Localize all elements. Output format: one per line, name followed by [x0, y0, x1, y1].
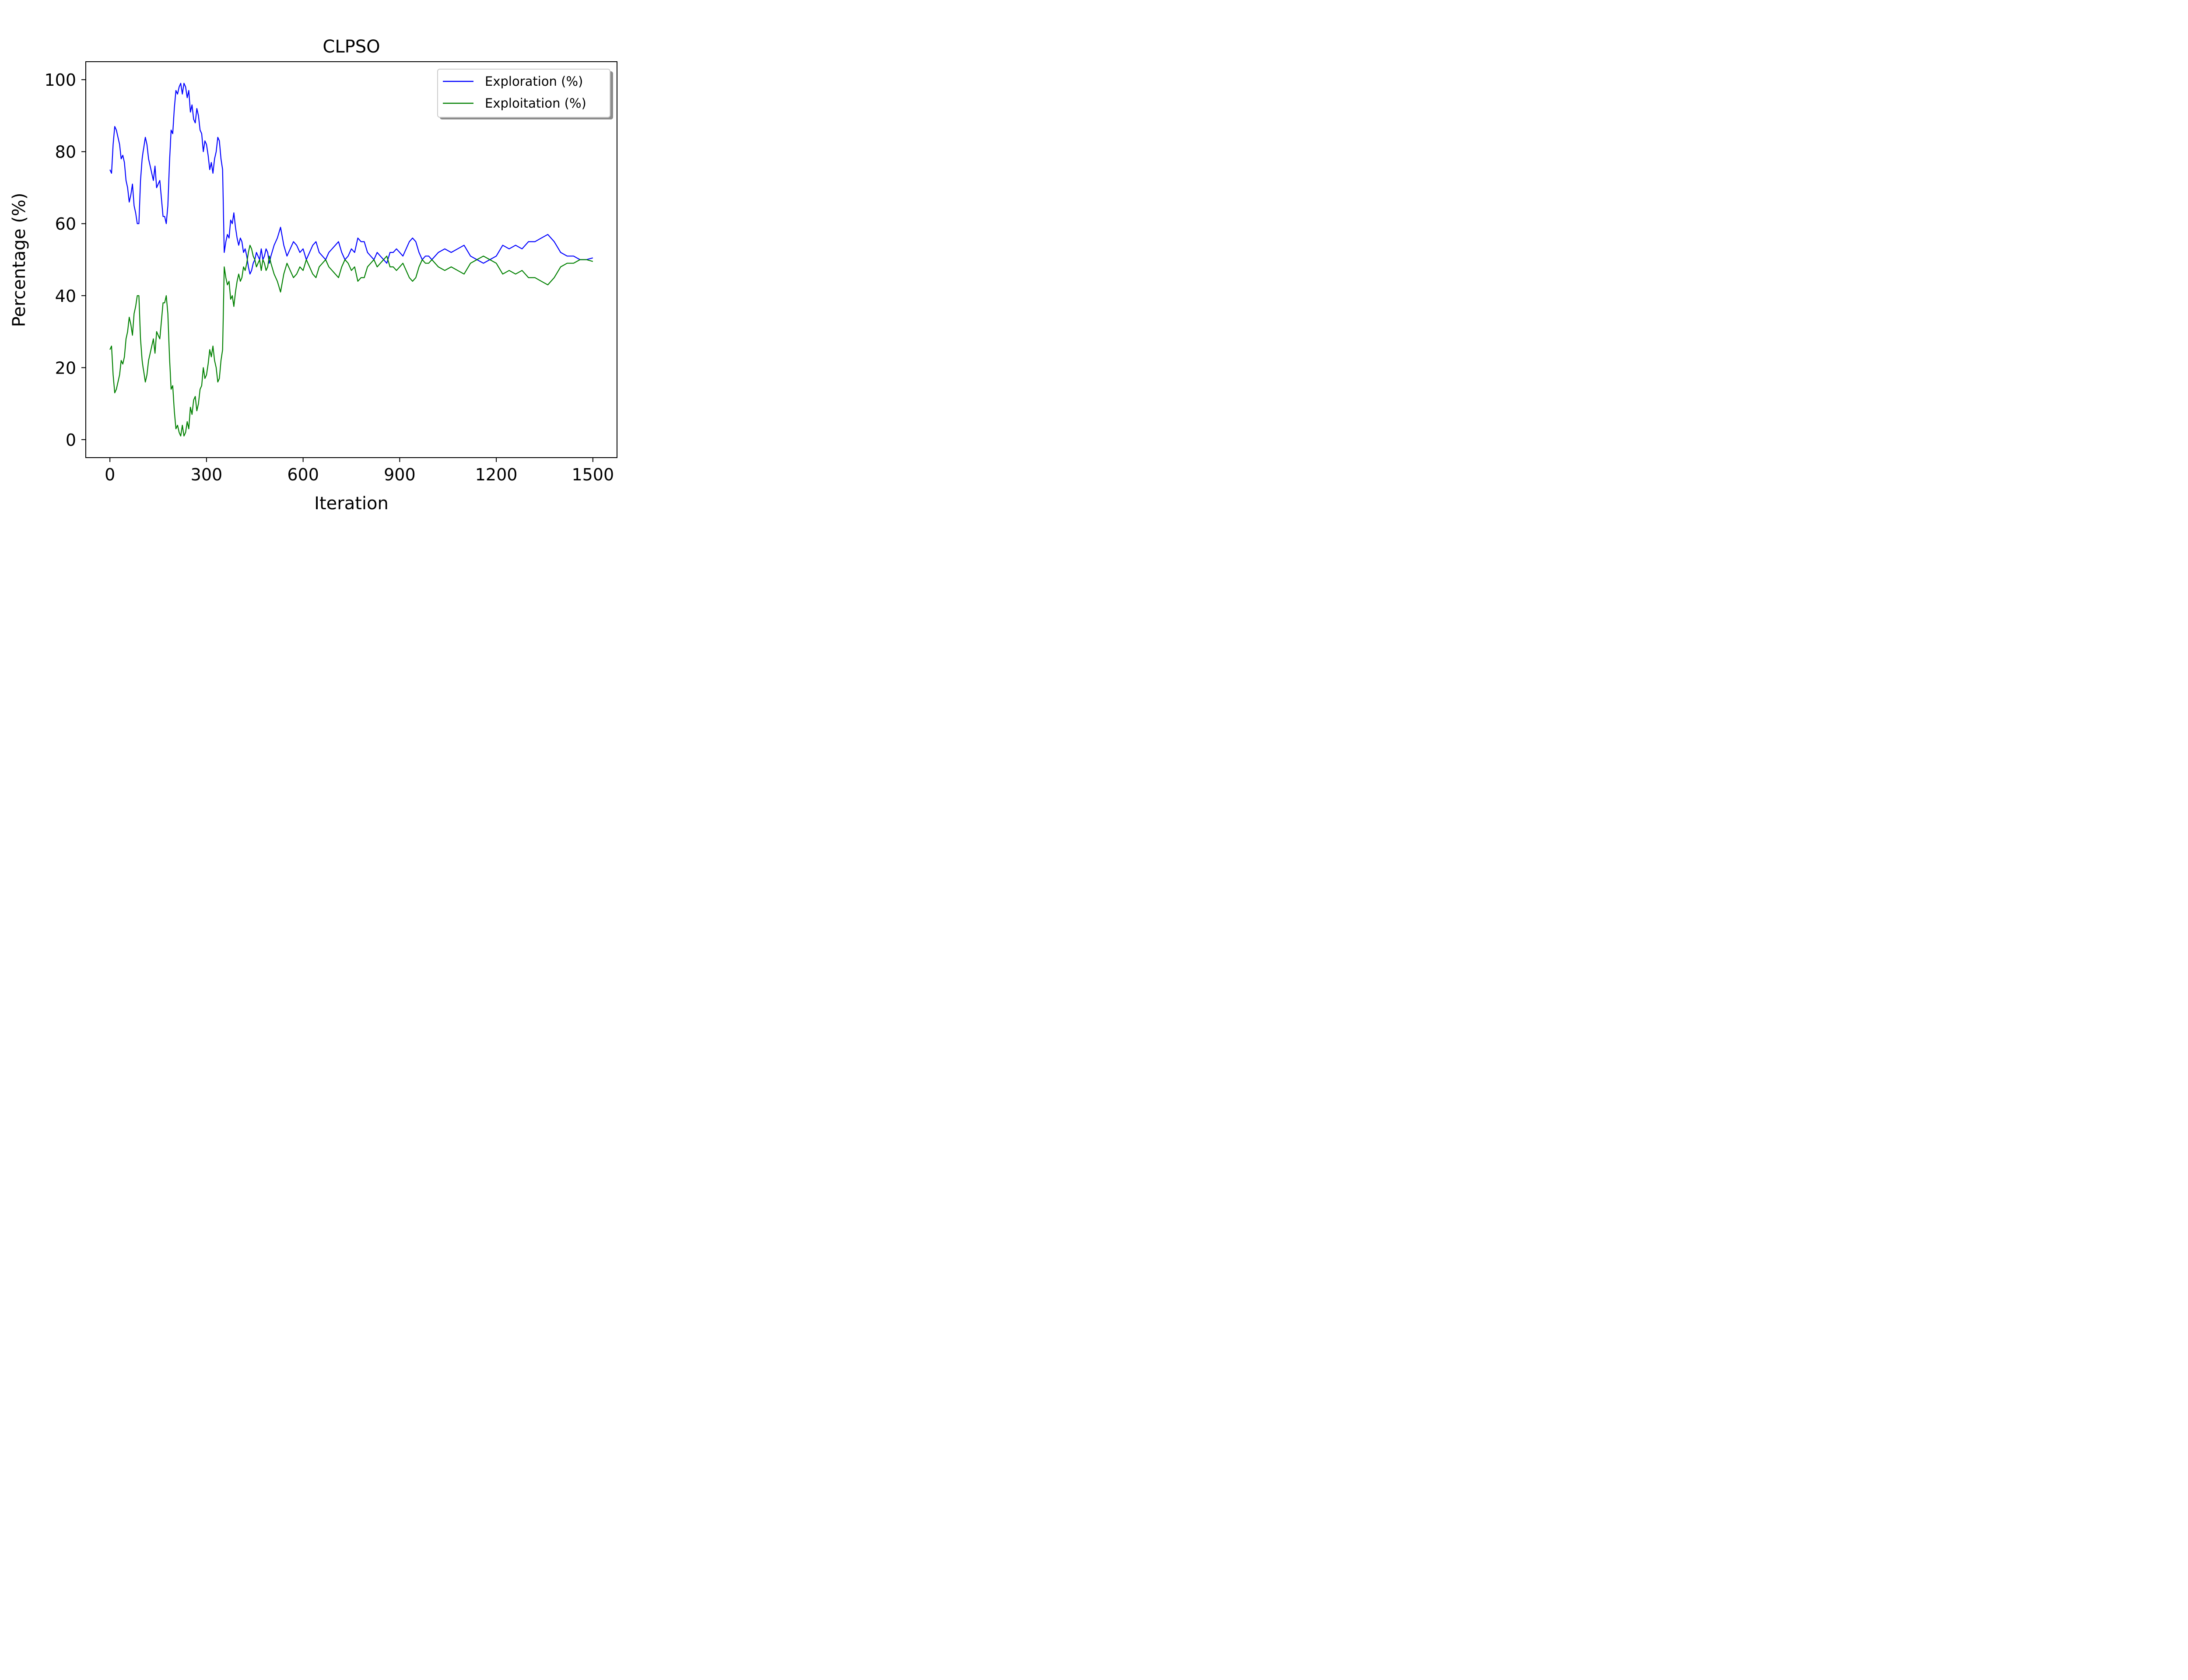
x-tick-label: 0 — [105, 465, 115, 484]
x-axis-ticks: 0 300 600 900 1200 1500 — [105, 458, 614, 484]
legend-label-exploration: Exploration (%) — [485, 74, 583, 89]
y-tick-label: 100 — [44, 70, 76, 90]
y-axis-ticks: 0 20 40 60 80 100 — [44, 70, 86, 450]
legend-label-exploitation: Exploitation (%) — [485, 96, 586, 111]
plot-area — [109, 83, 593, 437]
chart: CLPSO 0 300 600 900 1200 1500 0 20 40 60 80 100 It… — [0, 0, 686, 514]
axes-frame — [85, 61, 617, 458]
y-tick-label: 60 — [55, 214, 76, 234]
legend-box — [437, 69, 610, 118]
legend: Exploration (%) Exploitation (%) — [437, 69, 613, 119]
y-tick-label: 20 — [55, 358, 76, 378]
x-tick-label: 600 — [287, 465, 319, 484]
x-tick-label: 900 — [384, 465, 416, 484]
chart-title: CLPSO — [323, 37, 380, 57]
x-axis-label: Iteration — [314, 494, 389, 514]
x-tick-label: 300 — [191, 465, 223, 484]
x-tick-label: 1200 — [475, 465, 518, 484]
series-line-exploitation — [109, 245, 593, 437]
series-line-exploration — [109, 83, 593, 275]
y-axis-label: Percentage (%) — [9, 193, 29, 327]
y-tick-label: 80 — [55, 143, 76, 162]
x-tick-label: 1500 — [572, 465, 614, 484]
y-tick-label: 0 — [66, 430, 76, 450]
y-tick-label: 40 — [55, 287, 76, 306]
